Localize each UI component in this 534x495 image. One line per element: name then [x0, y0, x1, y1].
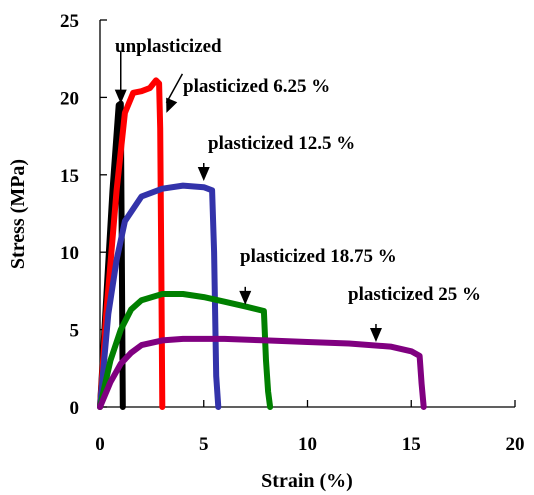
- x-axis-title: Strain (%): [261, 470, 353, 492]
- series-line-plasticized-6-25: [97, 77, 166, 410]
- annotation-arrow-head: [114, 89, 127, 104]
- annotation-arrow-head: [369, 327, 382, 342]
- x-tick-label: 0: [95, 434, 105, 455]
- annotation-arrow-shaft: [165, 73, 184, 104]
- y-tick-label: 5: [70, 321, 80, 342]
- annotation-label: plasticized 12.5 %: [208, 133, 355, 154]
- series-line-plasticized-12-5: [97, 182, 222, 410]
- y-axis-title: Stress (MPa): [7, 159, 29, 269]
- y-tick-label: 10: [60, 243, 79, 264]
- annotation-arrow-head: [197, 166, 210, 181]
- y-tick-label: 25: [60, 11, 79, 32]
- x-tick-label: 15: [402, 434, 421, 455]
- y-tick-label: 15: [60, 166, 79, 187]
- x-tick-label: 20: [506, 434, 525, 455]
- y-tick-label: 0: [70, 398, 80, 419]
- y-tick-label: 20: [60, 88, 79, 109]
- annotation-label: plasticized 25 %: [348, 284, 481, 305]
- ticks: 0 5 10 15 20 0 5 10 15 20 25: [60, 11, 525, 455]
- annotation-label: plasticized 6.25 %: [183, 76, 330, 97]
- series-line-plasticized-18-75: [97, 291, 274, 410]
- annotation-label: plasticized 18.75 %: [240, 246, 397, 267]
- annotations: unplasticized plasticized 6.25 % plasticiz…: [114, 36, 481, 342]
- annotation-arrow-head: [239, 290, 252, 305]
- x-tick-label: 5: [199, 434, 209, 455]
- x-tick-label: 10: [298, 434, 317, 455]
- annotation-label: unplasticized: [115, 36, 222, 57]
- series-line-plasticized-25: [97, 335, 427, 410]
- series-group: [97, 77, 427, 410]
- annotation-arrow-head: [166, 97, 178, 113]
